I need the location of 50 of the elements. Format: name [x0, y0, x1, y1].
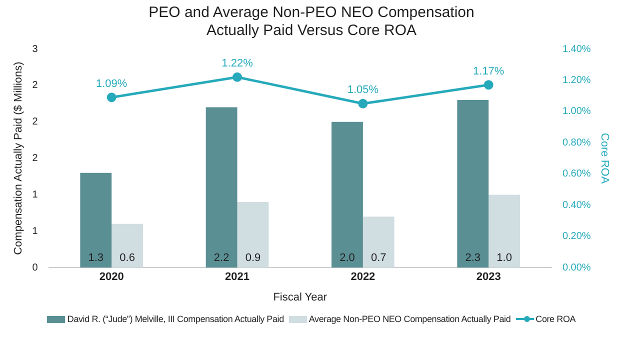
- x-tick-label: 2020: [99, 271, 124, 284]
- point: [232, 72, 242, 82]
- chart-title: PEO and Average Non-PEO NEO Compensation Actually Paid Versus Core ROA: [148, 4, 476, 40]
- bar: [332, 122, 363, 268]
- y2-tick-label: 1.00%: [562, 106, 591, 118]
- x-tick-label: 2021: [225, 271, 250, 284]
- y2-tick-label: 1.20%: [562, 74, 591, 86]
- data-label: 1.0: [496, 252, 512, 264]
- y2-tick-label: 0.40%: [562, 200, 591, 211]
- y-tick-label: 3: [32, 44, 38, 55]
- legend-label: Core ROA: [536, 314, 576, 324]
- y-tick-label: 1: [32, 189, 38, 200]
- bar: [237, 202, 269, 268]
- y2-tick-label: 0.00%: [562, 262, 591, 274]
- point: [106, 92, 116, 102]
- y2-tick-label: 0.20%: [562, 231, 591, 242]
- data-label: 0.9: [245, 252, 261, 264]
- y-tick-label: 0: [32, 262, 38, 274]
- data-label: 2.0: [340, 252, 355, 264]
- y2-tick-label: 1.40%: [562, 44, 591, 55]
- point: [358, 98, 368, 108]
- data-label: 2.3: [465, 252, 481, 264]
- x-tick-label: 2022: [350, 271, 376, 284]
- legend-label: Average Non-PEO NEO Compensation Actually Paid: [308, 314, 511, 324]
- y2-axis-title: Core ROA: [598, 132, 610, 184]
- y-axis-title: Compensation Actually Paid ($ Millions): [12, 62, 25, 255]
- data-label: 1.22%: [222, 58, 254, 70]
- x-tick-label: 2023: [476, 271, 501, 284]
- data-label: 1.09%: [96, 78, 128, 90]
- y2-tick-label: 0.60%: [562, 168, 591, 180]
- y2-tick-label: 0.80%: [562, 137, 591, 148]
- data-label: 0.6: [120, 252, 135, 264]
- data-label: 1.3: [88, 252, 104, 264]
- y-tick-label: 2: [32, 116, 38, 128]
- bar: [457, 100, 489, 268]
- y-tick-label: 2: [32, 153, 38, 164]
- bar: [488, 194, 520, 268]
- bar: [80, 172, 112, 268]
- x-axis-title: Fiscal Year: [273, 291, 328, 304]
- data-label: 2.2: [214, 252, 230, 264]
- point: [484, 80, 494, 90]
- bar: [206, 107, 238, 268]
- legend-label: David R. (“Jude”) Melville, III Compensation Actually Paid: [67, 314, 284, 324]
- bar: [362, 216, 394, 268]
- data-label: 0.7: [371, 252, 386, 264]
- bar: [112, 224, 144, 268]
- data-label: 1.17%: [473, 65, 504, 78]
- data-label: 1.05%: [347, 84, 379, 96]
- y-tick-label: 1: [32, 226, 38, 237]
- y-tick-label: 2: [32, 80, 38, 92]
